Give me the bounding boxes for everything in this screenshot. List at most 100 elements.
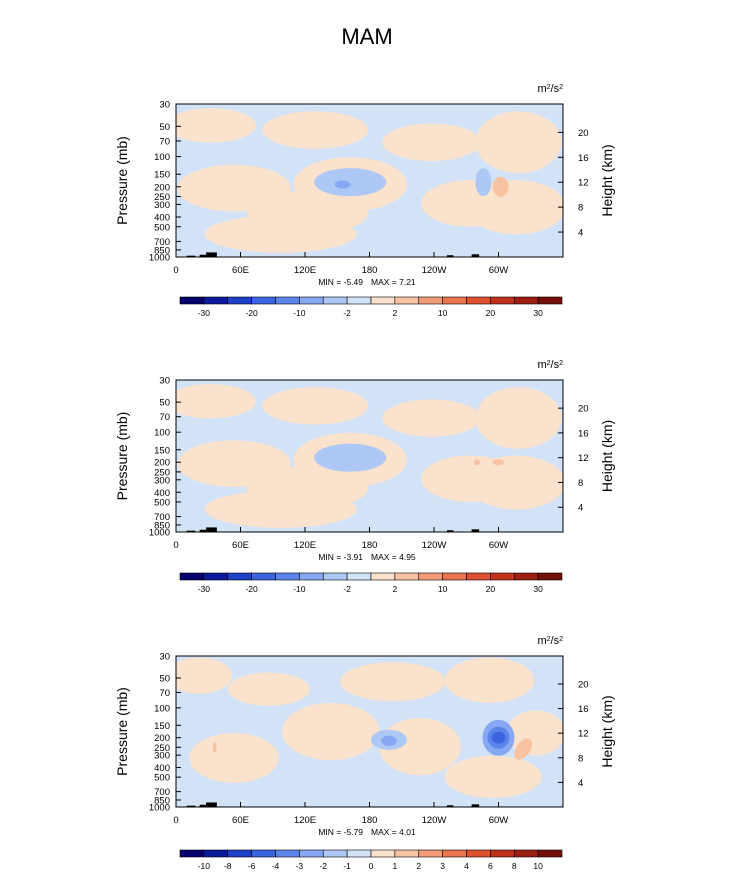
colorbar-label: 3 [440, 861, 445, 871]
y-tick-label: 150 [154, 170, 170, 181]
min-max-label: MIN = -5.49 MAX = 7.21 [318, 277, 416, 287]
y-tick-label: 70 [159, 136, 170, 147]
negative-core [314, 443, 387, 472]
positive-region [247, 190, 369, 235]
x-tick-label: 120W [422, 815, 447, 826]
min-max-label: MIN = -3.91 MAX = 4.95 [318, 552, 416, 562]
x-tick-label: 60W [489, 815, 509, 826]
y-tick-label: 700 [154, 237, 170, 248]
colorbar-swatch [299, 296, 324, 305]
y-tick-label: 500 [154, 222, 170, 233]
negative-core [314, 168, 387, 197]
topography [186, 530, 196, 532]
colorbar-swatch [394, 572, 420, 581]
units-units_exp1: 2 [547, 636, 551, 643]
x-tick-label: 120W [422, 265, 447, 276]
colorbar-swatch [322, 849, 348, 858]
contour-field [176, 104, 563, 257]
colorbar-swatch [322, 296, 348, 305]
y-tick-label: 30 [159, 376, 170, 387]
chart-panel-3: m2/s230507010015020025030040050070085010… [114, 635, 615, 871]
colorbar-swatch [442, 849, 467, 858]
positive-region [467, 455, 563, 510]
colorbar-swatch [537, 296, 563, 305]
negative-core-2 [475, 168, 492, 197]
colorbar-label: 4 [464, 861, 469, 871]
colorbar-swatch [370, 849, 396, 858]
colorbar-swatch [227, 849, 252, 858]
colorbar-swatch [537, 849, 563, 858]
positive-core [492, 459, 505, 466]
colorbar-swatch [203, 849, 229, 858]
colorbar-label: 6 [488, 861, 493, 871]
colorbar-swatch [227, 296, 252, 305]
y-tick-label: 1000 [149, 803, 170, 814]
positive-region [176, 384, 256, 419]
colorbar-label: -10 [293, 308, 306, 318]
colorbar-label: -4 [272, 861, 280, 871]
colorbar-label: 2 [393, 308, 398, 318]
y-tick-label: 150 [154, 445, 170, 456]
x-tick-label: 180 [362, 540, 378, 551]
units-units_exp2: 2 [559, 84, 563, 91]
topography [446, 805, 454, 807]
y-tick-label: 200 [154, 458, 170, 469]
colorbar-swatch [442, 296, 467, 305]
y-right-tick-label: 20 [578, 679, 589, 690]
colorbar-label: 2 [416, 861, 421, 871]
min-max-min_value: -3.91 [344, 552, 364, 562]
y-tick-label: 500 [154, 497, 170, 508]
x-tick-label: 120E [294, 265, 316, 276]
colorbar-swatch [513, 296, 539, 305]
negative-strong-core [491, 731, 506, 744]
positive-core [474, 459, 480, 466]
colorbar-swatch [466, 849, 491, 858]
positive-region [444, 755, 543, 798]
colorbar-swatch [513, 572, 539, 581]
topography [199, 254, 207, 257]
x-tick-label: 60W [489, 265, 509, 276]
y-tick-label: 100 [154, 152, 170, 163]
y-right-tick-label: 8 [578, 203, 583, 214]
min-max-label: MIN = -5.79 MAX = 4.01 [318, 827, 416, 837]
negative-core [380, 735, 397, 746]
y-tick-label: 250 [154, 192, 170, 203]
min-max-max_label: MAX = [371, 827, 399, 837]
colorbar-label: -2 [319, 861, 327, 871]
x-tick-label: 180 [362, 815, 378, 826]
y-axis-label: Pressure (mb) [114, 412, 130, 501]
colorbar-swatch [346, 849, 372, 858]
units-units_mid: /s [551, 83, 560, 95]
chart-panel-1: m2/s230507010015020025030040050070085010… [114, 83, 615, 318]
colorbar-label: 20 [486, 308, 496, 318]
y-tick-label: 50 [159, 673, 170, 684]
y-axis-label: Pressure (mb) [114, 687, 130, 776]
colorbar-label: -2 [343, 308, 351, 318]
x-tick-label: 0 [173, 265, 178, 276]
positive-region [475, 387, 562, 449]
colorbar-label: -10 [198, 861, 211, 871]
y-right-tick-label: 4 [578, 778, 583, 789]
colorbar-label: -2 [343, 584, 351, 594]
colorbar-label: -30 [198, 584, 211, 594]
positive-region [262, 111, 369, 149]
topography [471, 254, 480, 257]
colorbar-label: -3 [296, 861, 304, 871]
y-right-axis-label: Height (km) [599, 144, 615, 216]
topography [186, 255, 196, 257]
topography [199, 529, 207, 532]
min-max-max_value: 7.21 [399, 277, 416, 287]
colorbar-label: 10 [533, 861, 543, 871]
y-tick-label: 300 [154, 751, 170, 762]
min-max-max_value: 4.01 [399, 827, 416, 837]
y-right-tick-label: 12 [578, 729, 589, 740]
units-units_exp1: 2 [547, 84, 551, 91]
y-tick-label: 200 [154, 733, 170, 744]
colorbar-swatch [346, 572, 372, 581]
y-tick-label: 1000 [149, 528, 170, 539]
units-label: m2/s2 [537, 359, 563, 371]
topography [199, 804, 207, 807]
y-right-tick-label: 20 [578, 404, 589, 415]
y-right-tick-label: 4 [578, 503, 583, 514]
